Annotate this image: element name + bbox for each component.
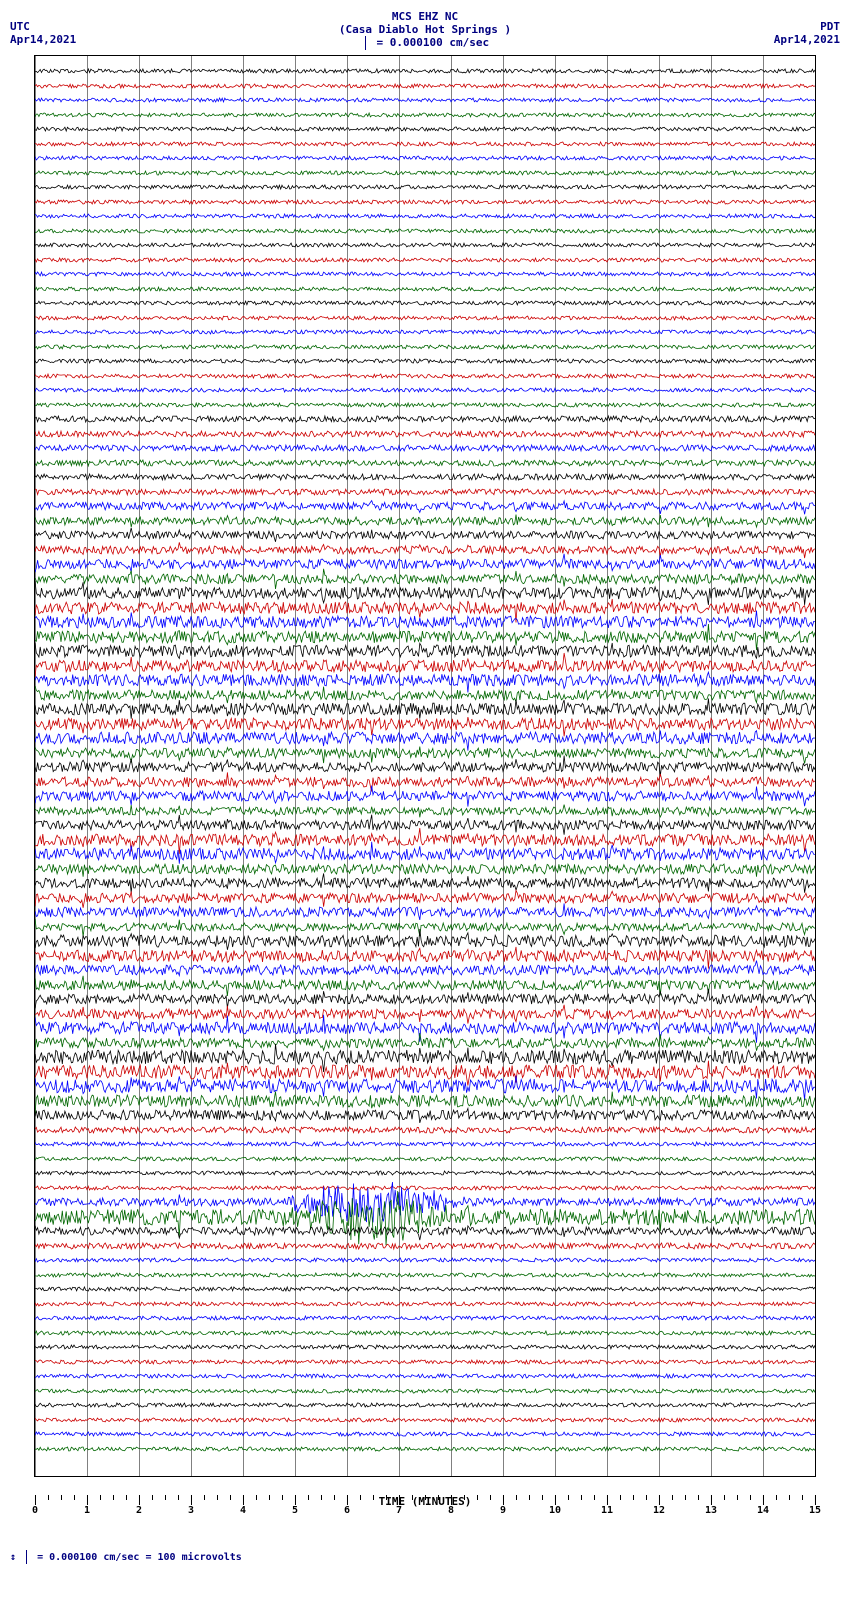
x-minor-tick [139,1495,140,1500]
header-left: UTC Apr14,2021 [10,20,76,46]
footer-scale-icon: ↕ [10,1552,16,1563]
scale-bar-icon [365,36,366,50]
x-minor-tick [776,1495,777,1500]
x-minor-tick [542,1495,543,1500]
footer-scale-bar-icon [26,1550,27,1564]
x-minor-tick [685,1495,686,1500]
x-minor-tick [321,1495,322,1500]
x-minor-tick [802,1495,803,1500]
scale-label: = 0.000100 cm/sec [377,36,490,49]
header-right: PDT Apr14,2021 [774,20,840,46]
x-minor-tick [35,1495,36,1500]
x-minor-tick [191,1495,192,1500]
x-minor-tick [490,1495,491,1500]
title-line1: MCS EHZ NC [10,10,840,23]
x-minor-tick [243,1495,244,1500]
x-minor-tick [100,1495,101,1500]
x-minor-tick [594,1495,595,1500]
x-minor-tick [61,1495,62,1500]
x-minor-tick [334,1495,335,1500]
trace-row [35,1442,815,1457]
x-minor-tick [464,1495,465,1500]
x-minor-tick [451,1495,452,1500]
x-minor-tick [230,1495,231,1500]
x-minor-tick [789,1495,790,1500]
x-minor-tick [737,1495,738,1500]
x-minor-tick [659,1495,660,1500]
x-minor-tick [633,1495,634,1500]
x-minor-tick [438,1495,439,1500]
x-minor-tick [113,1495,114,1500]
x-minor-tick [204,1495,205,1500]
x-minor-tick [503,1495,504,1500]
x-minor-tick [373,1495,374,1500]
left-tz: UTC [10,20,76,33]
x-minor-tick [152,1495,153,1500]
x-minor-tick [308,1495,309,1500]
x-minor-tick [711,1495,712,1500]
x-minor-tick [295,1495,296,1500]
x-minor-tick [620,1495,621,1500]
trace-waveform [35,1432,815,1467]
x-minor-tick [698,1495,699,1500]
plot-inner: 07:0008:0009:0010:0011:0012:0013:0014:00… [35,56,815,1476]
x-minor-tick [568,1495,569,1500]
title-line2: (Casa Diablo Hot Springs ) [10,23,840,36]
x-minor-tick [581,1495,582,1500]
x-minor-tick [87,1495,88,1500]
x-minor-tick [425,1495,426,1500]
x-minor-tick [386,1495,387,1500]
x-minor-tick [763,1495,764,1500]
x-minor-tick [750,1495,751,1500]
x-minor-tick [477,1495,478,1500]
x-minor-tick [269,1495,270,1500]
x-minor-tick [217,1495,218,1500]
x-minor-tick [360,1495,361,1500]
x-minor-tick [529,1495,530,1500]
x-minor-tick [672,1495,673,1500]
header: UTC Apr14,2021 MCS EHZ NC (Casa Diablo H… [10,10,840,50]
x-axis: TIME (MINUTES) 0123456789101112131415 [35,1495,815,1535]
x-minor-tick [607,1495,608,1500]
x-minor-tick [555,1495,556,1500]
x-minor-tick [178,1495,179,1500]
footer: ↕ = 0.000100 cm/sec = 100 microvolts [10,1550,840,1564]
seismogram-container: UTC Apr14,2021 MCS EHZ NC (Casa Diablo H… [10,10,840,1564]
plot-area: 07:0008:0009:0010:0011:0012:0013:0014:00… [34,55,816,1477]
x-minor-tick [724,1495,725,1500]
right-date: Apr14,2021 [774,33,840,46]
x-minor-tick [48,1495,49,1500]
x-minor-tick [256,1495,257,1500]
x-minor-tick [165,1495,166,1500]
x-minor-tick [815,1495,816,1500]
x-minor-tick [74,1495,75,1500]
scale-indicator: = 0.000100 cm/sec [10,36,840,50]
left-date: Apr14,2021 [10,33,76,46]
right-tz: PDT [774,20,840,33]
x-minor-tick [516,1495,517,1500]
x-minor-tick [282,1495,283,1500]
x-minor-tick [347,1495,348,1500]
x-minor-tick [399,1495,400,1500]
x-minor-tick [646,1495,647,1500]
x-minor-tick [126,1495,127,1500]
footer-text: = 0.000100 cm/sec = 100 microvolts [37,1552,242,1563]
x-minor-tick [412,1495,413,1500]
